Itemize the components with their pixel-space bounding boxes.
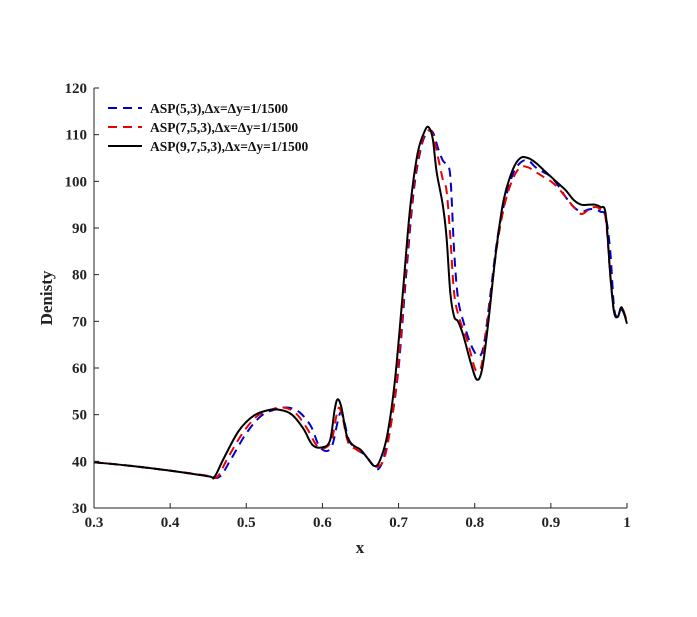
x-ticks: 0.3 0.4 0.5 0.6 0.7 0.8 0.9 1 <box>85 503 631 531</box>
x-tick-label: 0.4 <box>161 515 180 531</box>
y-tick-label: 70 <box>72 314 87 330</box>
y-tick-label: 120 <box>65 81 88 97</box>
y-tick-label: 40 <box>72 454 87 470</box>
y-tick-label: 100 <box>65 174 88 190</box>
plot-area <box>94 88 627 508</box>
x-tick-label: 0.8 <box>465 515 484 531</box>
y-tick-label: 80 <box>72 268 87 284</box>
series-line-3 <box>93 125 628 480</box>
x-tick-label: 0.9 <box>541 515 560 531</box>
y-tick-label: 90 <box>72 221 87 237</box>
y-tick-label: 60 <box>72 361 87 377</box>
x-tick-label: 0.3 <box>85 515 104 531</box>
y-tick-label: 110 <box>65 128 87 144</box>
legend: ASP(5,3),Δx=Δy=1/1500 ASP(7,5,3),Δx=Δy=1/… <box>108 101 309 154</box>
y-ticks: 30 40 50 60 70 80 90 100 110 120 <box>65 81 99 517</box>
y-axis-label: Denisty <box>37 270 56 325</box>
series-line-1 <box>93 129 628 479</box>
x-tick-label: 1 <box>623 515 631 531</box>
y-tick-label: 30 <box>72 501 87 517</box>
y-tick-label: 50 <box>72 408 87 424</box>
series-line-2 <box>93 129 628 479</box>
legend-entry-3: ASP(9,7,5,3),Δx=Δy=1/1500 <box>150 139 309 154</box>
x-axis-label: x <box>356 538 365 557</box>
series-layer <box>93 125 628 480</box>
x-tick-label: 0.5 <box>237 515 256 531</box>
x-tick-label: 0.7 <box>389 515 408 531</box>
legend-entry-2: ASP(7,5,3),Δx=Δy=1/1500 <box>150 120 298 135</box>
x-tick-label: 0.6 <box>313 515 332 531</box>
legend-entry-1: ASP(5,3),Δx=Δy=1/1500 <box>150 101 288 116</box>
